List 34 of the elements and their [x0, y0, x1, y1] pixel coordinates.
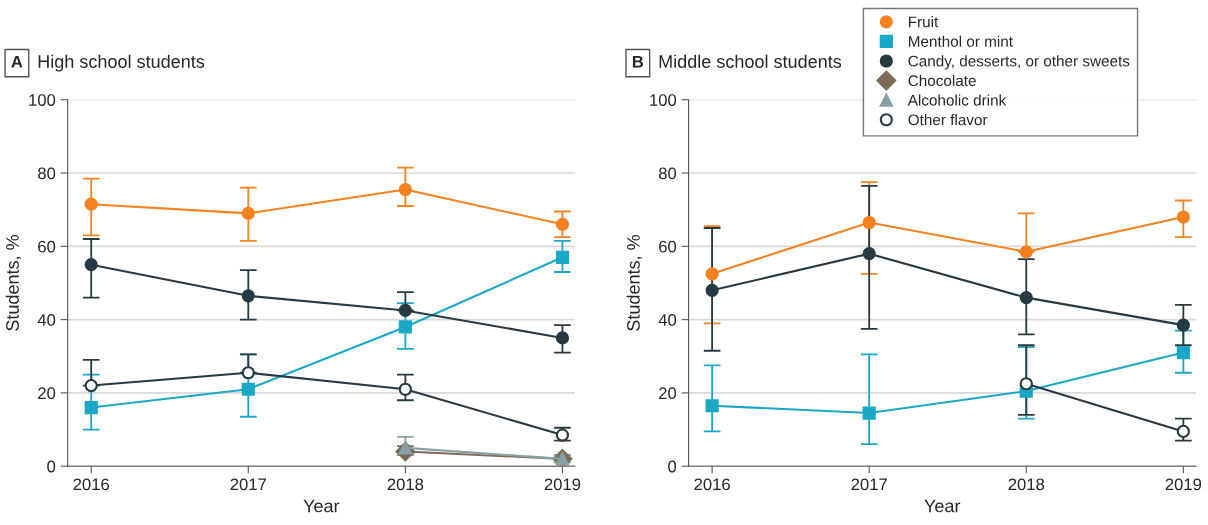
x-axis-title: Year — [924, 499, 961, 513]
y-tick-label: 20 — [659, 387, 677, 400]
chart-title: Middle school students — [659, 54, 842, 68]
text: A — [11, 55, 23, 68]
y-tick-label: 60 — [38, 240, 56, 253]
x-tick-label: 2019 — [1165, 478, 1202, 491]
y-tick-label: 100 — [650, 94, 677, 106]
chart-title: High school students — [38, 54, 205, 72]
y-tick-label: 60 — [659, 240, 677, 253]
legend-label: Alcoholic drink — [907, 94, 1007, 106]
x-tick-label: 2016 — [694, 478, 730, 491]
y-tick-label: 0 — [668, 460, 677, 473]
x-tick-label: 2018 — [1008, 478, 1045, 491]
x-tick-label: 2017 — [230, 478, 266, 491]
y-tick-label: 80 — [38, 167, 56, 180]
y-tick-label: 100 — [29, 94, 56, 106]
legend-label: Other flavor — [908, 114, 988, 126]
legend-label: Chocolate — [908, 74, 976, 87]
legend-label: Candy, desserts, or other sweets — [908, 55, 1130, 70]
y-tick-label: 80 — [658, 167, 677, 180]
legend-label: Fruit — [908, 16, 939, 28]
y-tick-label: 40 — [37, 314, 56, 326]
y-tick-label: 0 — [47, 460, 56, 473]
x-tick-label: 2016 — [73, 478, 110, 491]
x-tick-label: 2018 — [387, 478, 424, 491]
y-axis-title: Students, % — [626, 234, 642, 331]
y-tick-label: 40 — [658, 314, 677, 326]
x-tick-label: 2019 — [544, 478, 581, 491]
x-tick-label: 2017 — [851, 478, 887, 491]
text: B — [632, 55, 644, 68]
y-tick-label: 20 — [38, 387, 56, 400]
y-axis-title: Students, % — [5, 234, 22, 331]
x-axis-title: Year — [303, 499, 340, 513]
legend-label: Menthol or mint — [908, 35, 1013, 47]
